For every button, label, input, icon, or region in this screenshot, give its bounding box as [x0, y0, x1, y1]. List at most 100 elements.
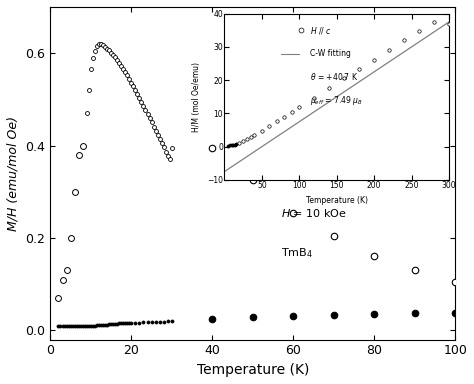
Point [152, 128, 159, 134]
Point [69, 323, 76, 329]
Point [63, 267, 70, 273]
Point [107, 321, 115, 328]
Point [97, 322, 105, 328]
Point [164, 318, 172, 324]
Point [140, 319, 147, 325]
Point [148, 119, 155, 126]
Point [79, 323, 87, 329]
Text: $H$ $\perp$ $c$: $H$ $\perp$ $c$ [281, 167, 317, 179]
Point [113, 321, 121, 327]
Point [128, 79, 135, 86]
Point [75, 323, 82, 329]
Point [89, 55, 97, 61]
Text: TmB$_4$: TmB$_4$ [281, 246, 313, 260]
Point [55, 295, 62, 301]
Point [140, 103, 147, 109]
Point [249, 177, 256, 183]
Point [134, 91, 141, 98]
Point [109, 321, 117, 328]
Point [79, 142, 87, 149]
Point [156, 319, 164, 325]
Point [71, 189, 78, 195]
Point [136, 95, 143, 101]
Point [126, 320, 133, 326]
Point [105, 47, 113, 53]
Point [158, 140, 165, 146]
Point [75, 152, 82, 158]
Point [144, 319, 151, 325]
Point [83, 323, 91, 329]
Point [119, 320, 127, 326]
Point [451, 310, 459, 316]
Text: $H$ = 10 kOe: $H$ = 10 kOe [281, 207, 347, 219]
Point [93, 322, 100, 328]
Point [164, 153, 172, 159]
Point [115, 320, 123, 326]
Point [107, 50, 115, 56]
Point [59, 276, 66, 283]
Point [93, 43, 100, 49]
Point [126, 76, 133, 82]
Point [87, 323, 95, 329]
Point [85, 323, 92, 329]
Point [118, 63, 125, 69]
Point [95, 41, 103, 47]
Point [97, 41, 105, 48]
Point [81, 323, 89, 329]
Point [101, 322, 109, 328]
Point [123, 320, 131, 326]
Point [119, 66, 127, 72]
Point [128, 320, 135, 326]
Point [129, 83, 137, 89]
Point [95, 322, 103, 328]
Point [370, 311, 378, 317]
Point [67, 323, 74, 329]
Point [121, 69, 129, 75]
Point [67, 235, 74, 241]
Text: $H$ // $c$: $H$ // $c$ [281, 127, 312, 140]
Point [249, 313, 256, 319]
Point [168, 145, 175, 151]
Point [160, 144, 167, 151]
Point [137, 99, 145, 105]
Point [99, 322, 107, 328]
Point [109, 52, 117, 58]
Point [411, 267, 419, 273]
Point [152, 319, 159, 325]
Point [136, 319, 143, 326]
Point [55, 323, 62, 329]
Point [118, 320, 125, 326]
Point [87, 66, 95, 73]
Point [290, 210, 297, 216]
Point [330, 233, 337, 239]
Point [123, 72, 131, 78]
Point [150, 124, 157, 130]
Point [57, 323, 64, 329]
Point [168, 318, 175, 324]
Point [142, 107, 149, 113]
Point [166, 156, 173, 162]
Point [156, 136, 164, 142]
Point [148, 319, 155, 325]
Point [132, 319, 139, 326]
Point [91, 48, 99, 54]
Point [132, 87, 139, 93]
Point [59, 323, 66, 329]
Point [103, 322, 111, 328]
Point [77, 323, 84, 329]
Point [162, 149, 170, 155]
Point [160, 319, 167, 325]
Point [154, 132, 162, 138]
Point [73, 323, 81, 329]
Point [451, 279, 459, 285]
Point [144, 111, 151, 117]
Point [91, 323, 99, 329]
Point [370, 253, 378, 260]
Point [71, 323, 78, 329]
Point [89, 323, 97, 329]
Point [330, 311, 337, 318]
Point [209, 145, 216, 151]
Point [101, 44, 109, 50]
Point [113, 57, 121, 63]
Point [111, 54, 119, 60]
